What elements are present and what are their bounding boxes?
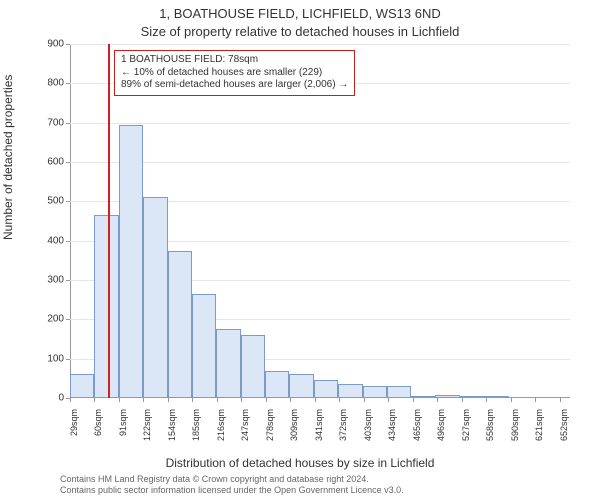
x-tick-label: 465sqm <box>412 409 422 441</box>
y-tick-mark <box>66 319 70 320</box>
y-tick-label: 600 <box>47 157 64 168</box>
histogram-bar <box>119 125 143 398</box>
page-subtitle: Size of property relative to detached ho… <box>0 24 600 39</box>
annotation-line-2: ← 10% of detached houses are smaller (22… <box>121 67 348 80</box>
y-tick-label: 700 <box>47 117 64 128</box>
x-tick-label: 60sqm <box>93 409 103 436</box>
y-tick-label: 100 <box>47 353 64 364</box>
histogram-bar <box>192 294 216 398</box>
x-tick-mark <box>192 398 193 402</box>
grid-line <box>70 123 570 124</box>
x-tick-mark <box>290 398 291 402</box>
footnote-line-2: Contains public sector information licen… <box>60 485 590 496</box>
x-tick-mark <box>241 398 242 402</box>
x-tick-mark <box>462 398 463 402</box>
x-tick-label: 247sqm <box>240 409 250 441</box>
x-tick-label: 122sqm <box>142 409 152 441</box>
x-tick-mark <box>94 398 95 402</box>
y-axis-line <box>70 44 71 398</box>
x-tick-label: 278sqm <box>265 409 275 441</box>
y-tick-mark <box>66 123 70 124</box>
x-tick-mark <box>143 398 144 402</box>
footnote: Contains HM Land Registry data © Crown c… <box>60 474 590 497</box>
histogram-bar <box>338 384 362 398</box>
y-tick-label: 800 <box>47 78 64 89</box>
y-tick-mark <box>66 359 70 360</box>
histogram-bar <box>70 374 94 398</box>
x-tick-mark <box>437 398 438 402</box>
page-title: 1, BOATHOUSE FIELD, LICHFIELD, WS13 6ND <box>0 6 600 21</box>
x-tick-label: 496sqm <box>436 409 446 441</box>
histogram-bar <box>435 395 459 398</box>
x-tick-mark <box>70 398 71 402</box>
histogram-bar <box>241 335 265 398</box>
x-tick-label: 91sqm <box>118 409 128 436</box>
histogram-bar <box>94 215 118 398</box>
y-tick-mark <box>66 201 70 202</box>
y-tick-mark <box>66 44 70 45</box>
x-tick-label: 309sqm <box>289 409 299 441</box>
x-tick-mark <box>168 398 169 402</box>
grid-line <box>70 44 570 45</box>
y-tick-label: 0 <box>58 393 64 404</box>
x-tick-mark <box>315 398 316 402</box>
histogram-bar <box>363 386 387 398</box>
x-tick-label: 434sqm <box>387 409 397 441</box>
histogram-plot: 010020030040050060070080090029sqm60sqm91… <box>70 44 570 398</box>
histogram-bar <box>411 396 435 398</box>
histogram-bar <box>216 329 240 398</box>
grid-line <box>70 162 570 163</box>
x-tick-mark <box>486 398 487 402</box>
y-tick-label: 400 <box>47 235 64 246</box>
x-tick-mark <box>511 398 512 402</box>
histogram-bar <box>484 396 509 398</box>
footnote-line-1: Contains HM Land Registry data © Crown c… <box>60 474 590 485</box>
y-tick-mark <box>66 280 70 281</box>
x-tick-label: 403sqm <box>363 409 373 441</box>
x-tick-label: 590sqm <box>510 409 520 441</box>
x-tick-label: 558sqm <box>485 409 495 441</box>
property-reference-line <box>108 44 110 398</box>
histogram-bar <box>143 197 168 398</box>
x-tick-mark <box>217 398 218 402</box>
x-tick-mark <box>364 398 365 402</box>
x-tick-label: 216sqm <box>216 409 226 441</box>
y-tick-label: 300 <box>47 275 64 286</box>
x-tick-mark <box>388 398 389 402</box>
x-tick-label: 527sqm <box>461 409 471 441</box>
y-tick-label: 500 <box>47 196 64 207</box>
x-tick-mark <box>266 398 267 402</box>
x-tick-label: 372sqm <box>338 409 348 441</box>
y-axis-label: Number of detached properties <box>1 75 15 240</box>
x-tick-mark <box>339 398 340 402</box>
y-tick-mark <box>66 241 70 242</box>
y-tick-label: 200 <box>47 314 64 325</box>
y-tick-mark <box>66 162 70 163</box>
x-tick-mark <box>560 398 561 402</box>
annotation-box: 1 BOATHOUSE FIELD: 78sqm ← 10% of detach… <box>114 50 355 96</box>
histogram-bar <box>460 396 484 398</box>
x-tick-mark <box>535 398 536 402</box>
y-tick-label: 900 <box>47 39 64 50</box>
histogram-bar <box>265 371 289 398</box>
histogram-bar <box>387 386 411 398</box>
annotation-line-1: 1 BOATHOUSE FIELD: 78sqm <box>121 54 348 67</box>
x-tick-label: 154sqm <box>167 409 177 441</box>
x-tick-label: 29sqm <box>69 409 79 436</box>
x-tick-mark <box>119 398 120 402</box>
y-tick-mark <box>66 83 70 84</box>
x-tick-mark <box>413 398 414 402</box>
annotation-line-3: 89% of semi-detached houses are larger (… <box>121 79 348 92</box>
histogram-bar <box>168 251 192 399</box>
x-tick-label: 621sqm <box>534 409 544 441</box>
histogram-bar <box>314 380 338 398</box>
x-axis-label: Distribution of detached houses by size … <box>0 456 600 470</box>
x-tick-label: 652sqm <box>559 409 569 441</box>
x-tick-label: 341sqm <box>314 409 324 441</box>
histogram-bar <box>289 374 314 398</box>
x-tick-label: 185sqm <box>191 409 201 441</box>
